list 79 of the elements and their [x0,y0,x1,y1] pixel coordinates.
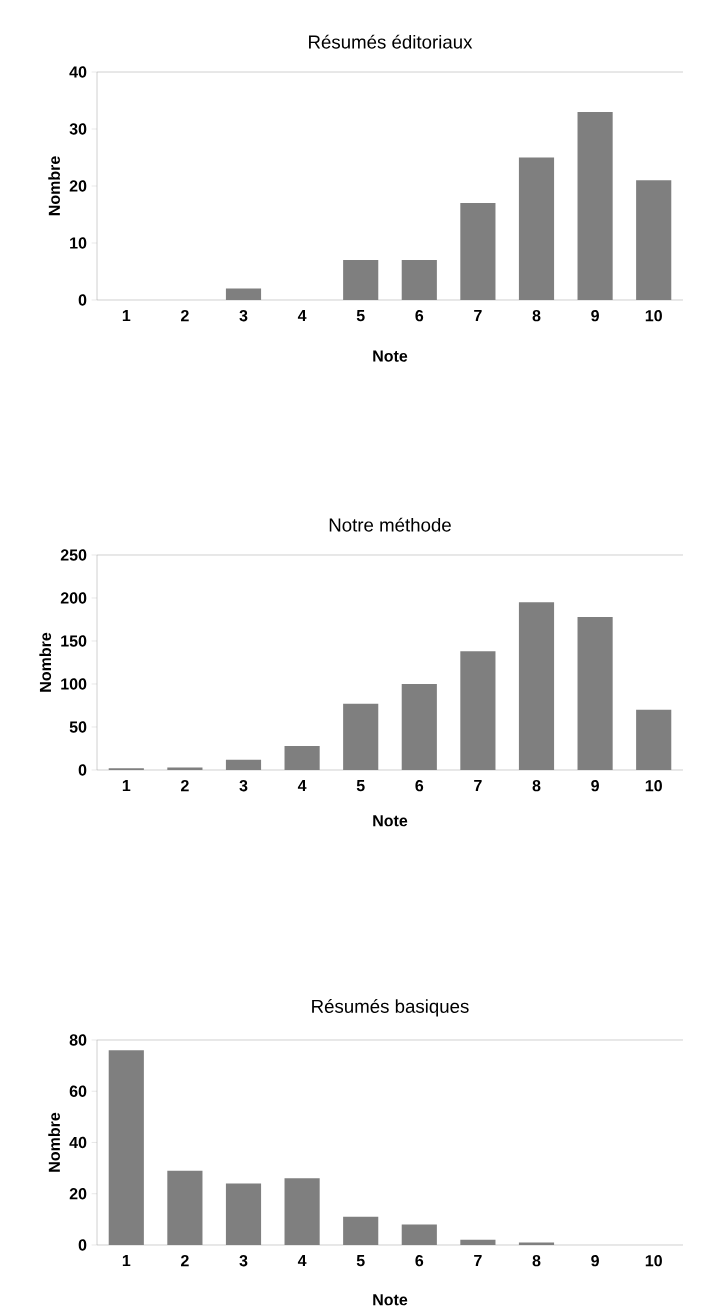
y-tick-label: 20 [69,180,87,192]
bar [460,203,496,300]
bar [284,1178,320,1245]
bar [284,745,320,770]
bar [518,1242,555,1245]
y-tick-label: 40 [69,66,87,78]
y-tick-label: 60 [69,1085,87,1097]
x-tick-label: 3 [239,310,248,322]
chart-title: Notre méthode [329,517,451,532]
x-tick-label: 4 [297,1255,307,1267]
bar [225,759,262,770]
bar [460,651,496,770]
bar [401,684,437,770]
bar [577,616,613,770]
x-tick-label: 10 [645,310,662,322]
bar [225,1183,262,1245]
x-tick-label: 5 [356,780,365,792]
x-tick-label: 1 [122,310,131,322]
x-tick-label: 6 [415,780,424,792]
x-tick-label: 8 [532,310,541,322]
x-axis-title: Note [373,815,408,827]
y-tick-label: 0 [78,294,87,306]
y-tick-label: 250 [60,549,87,561]
bar [108,1050,144,1245]
x-tick-label: 7 [474,780,482,792]
bar [636,709,672,770]
y-tick-label: 10 [70,237,87,249]
y-axis-title: Nombre [48,1112,60,1172]
x-axis-title: Note [373,350,408,362]
bar [225,288,262,300]
y-tick-label: 80 [69,1034,87,1046]
bar [460,1239,496,1245]
chart-title: Résumés basiques [312,998,469,1017]
x-tick-label: 9 [591,310,599,322]
x-tick-label: 9 [591,780,599,792]
x-tick-label: 3 [239,780,248,792]
bar [401,260,437,300]
y-tick-label: 30 [69,123,87,135]
x-tick-label: 10 [645,780,662,792]
x-tick-label: 10 [645,1255,662,1267]
x-tick-label: 1 [122,780,131,792]
y-tick-label: 100 [61,678,87,690]
x-tick-label: 4 [297,780,307,792]
y-tick-label: 200 [60,592,87,604]
bar [167,767,203,770]
y-tick-label: 0 [78,764,87,776]
y-axis-title: Nombre [39,632,52,692]
bar [636,180,672,300]
x-tick-label: 7 [474,1255,482,1267]
y-tick-label: 20 [69,1188,87,1200]
bar [518,602,555,770]
bar [518,157,555,300]
bar [577,111,613,300]
x-tick-label: 2 [181,780,189,792]
bar [343,260,379,300]
bar [343,703,379,770]
x-tick-label: 5 [356,310,365,322]
y-axis-title: Nombre [48,156,60,216]
x-tick-label: 1 [122,1255,131,1267]
y-tick-label: 40 [69,1136,87,1149]
y-tick-label: 50 [69,721,87,733]
x-tick-label: 9 [591,1255,599,1267]
x-tick-label: 4 [297,310,307,322]
x-tick-label: 6 [415,1255,424,1267]
x-tick-label: 5 [356,1255,365,1267]
x-tick-label: 8 [532,1255,541,1267]
x-tick-label: 8 [532,780,541,792]
bar [167,1170,203,1245]
y-tick-label: 0 [78,1239,87,1251]
x-tick-label: 2 [181,310,189,322]
bar [343,1216,379,1245]
y-tick-label: 150 [61,635,87,647]
x-tick-label: 7 [474,310,482,322]
x-tick-label: 2 [181,1255,189,1267]
x-tick-label: 3 [239,1255,248,1267]
x-axis-title: Note [373,1294,408,1306]
x-tick-label: 6 [415,310,424,322]
chart-title: Résumés éditoriaux [309,34,473,49]
bar [401,1224,437,1245]
